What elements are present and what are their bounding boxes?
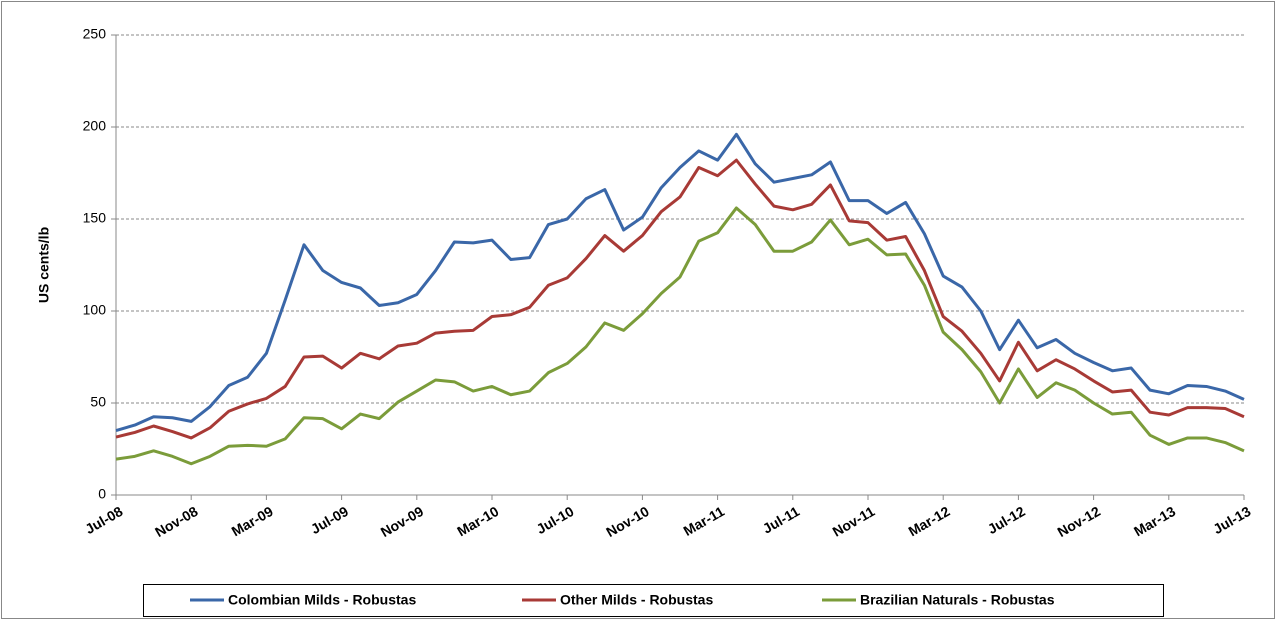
y-tick-label: 50 xyxy=(90,394,106,410)
y-axis-label: US cents/lb xyxy=(36,227,52,303)
y-tick-label: 0 xyxy=(98,486,106,502)
y-tick-label: 250 xyxy=(83,26,107,42)
legend-label: Other Milds - Robustas xyxy=(560,592,713,608)
y-tick-label: 150 xyxy=(83,210,107,226)
legend-box xyxy=(143,584,1164,617)
series-line xyxy=(115,132,1245,433)
y-tick-label: 100 xyxy=(83,302,107,318)
y-tick-label: 200 xyxy=(83,118,107,134)
series-line xyxy=(115,206,1245,466)
legend-label: Brazilian Naturals - Robustas xyxy=(860,592,1055,608)
legend-label: Colombian Milds - Robustas xyxy=(228,592,416,608)
series-line xyxy=(115,158,1245,440)
